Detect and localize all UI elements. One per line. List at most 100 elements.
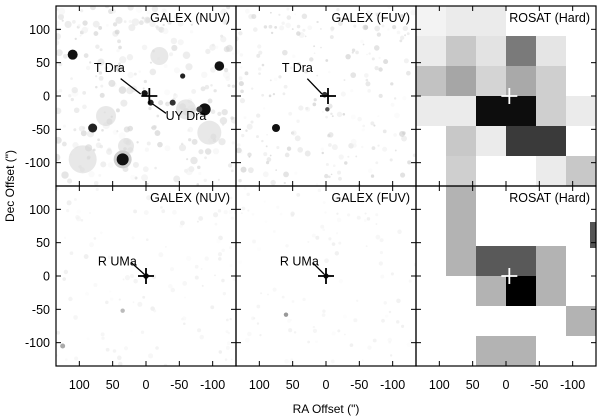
noise-speck — [387, 28, 390, 31]
noise-speck — [360, 199, 365, 204]
noise-speck — [126, 54, 134, 61]
noise-speck — [155, 26, 161, 31]
rosat-pixel — [566, 246, 596, 276]
noise-speck — [368, 52, 371, 55]
x-tick-label: 50 — [106, 378, 120, 392]
rosat-pixel — [566, 186, 596, 216]
noise-speck — [396, 298, 401, 304]
noise-speck — [177, 39, 184, 46]
noise-speck — [372, 338, 377, 343]
noise-speck — [93, 282, 98, 287]
noise-speck — [148, 106, 152, 111]
noise-speck — [250, 120, 254, 124]
noise-speck — [375, 213, 379, 217]
noise-speck — [335, 232, 339, 235]
noise-speck — [149, 20, 156, 28]
noise-speck — [63, 236, 67, 240]
source-blob — [141, 90, 148, 97]
noise-speck — [95, 75, 98, 78]
noise-speck — [80, 130, 87, 137]
noise-speck — [150, 306, 155, 311]
noise-speck — [361, 145, 364, 149]
noise-speck — [171, 44, 178, 51]
noise-speck — [118, 132, 126, 140]
noise-speck — [128, 24, 136, 32]
noise-speck — [56, 107, 62, 115]
noise-speck — [69, 251, 74, 256]
noise-speck — [364, 73, 369, 78]
target-label: T Dra — [94, 61, 125, 75]
noise-speck — [190, 23, 193, 26]
rosat-pixel — [476, 6, 506, 36]
noise-speck — [244, 8, 250, 14]
noise-speck — [260, 292, 263, 295]
noise-speck — [328, 175, 331, 179]
noise-speck — [200, 86, 206, 92]
rosat-pixel — [476, 306, 506, 336]
noise-speck — [238, 76, 243, 81]
noise-speck — [247, 209, 250, 212]
noise-speck — [97, 58, 105, 66]
noise-speck — [290, 358, 294, 361]
noise-speck — [291, 300, 295, 303]
noise-speck — [73, 198, 77, 201]
noise-speck — [371, 146, 376, 150]
noise-speck — [123, 126, 130, 133]
noise-speck — [283, 84, 288, 89]
noise-speck — [238, 31, 243, 36]
rosat-pixel — [416, 36, 446, 66]
rosat-pixel — [416, 186, 446, 216]
noise-speck — [115, 64, 124, 73]
noise-speck — [214, 222, 218, 226]
noise-speck — [342, 314, 348, 319]
noise-speck — [95, 85, 98, 89]
noise-speck — [324, 173, 329, 179]
noise-speck — [126, 86, 134, 95]
noise-speck — [379, 251, 384, 255]
noise-speck — [382, 129, 387, 134]
noise-speck — [396, 320, 400, 324]
noise-speck — [204, 84, 210, 90]
noise-speck — [291, 130, 297, 136]
rosat-pixel — [536, 156, 566, 186]
noise-speck — [222, 292, 227, 296]
diffuse-patch — [68, 145, 97, 174]
noise-speck — [393, 133, 397, 137]
noise-speck — [62, 277, 67, 281]
noise-speck — [367, 345, 372, 350]
noise-speck — [66, 200, 72, 206]
noise-speck — [230, 358, 233, 361]
noise-speck — [257, 44, 262, 49]
noise-speck — [287, 319, 291, 323]
noise-speck — [256, 135, 259, 139]
noise-speck — [86, 337, 90, 341]
noise-speck — [214, 274, 216, 277]
y-tick-label: -50 — [32, 123, 50, 137]
noise-speck — [265, 145, 268, 148]
rosat-pixel — [416, 306, 446, 336]
noise-speck — [118, 62, 121, 66]
noise-speck — [131, 236, 135, 240]
rosat-pixel — [476, 186, 506, 216]
noise-speck — [131, 18, 140, 26]
noise-speck — [100, 332, 105, 337]
noise-speck — [387, 337, 392, 343]
noise-speck — [247, 152, 252, 157]
noise-speck — [56, 136, 62, 144]
noise-speck — [362, 16, 366, 19]
noise-speck — [251, 316, 255, 321]
rosat-pixel — [506, 186, 536, 216]
noise-speck — [182, 281, 188, 286]
noise-speck — [130, 329, 133, 333]
noise-speck — [343, 333, 346, 336]
noise-speck — [315, 340, 318, 344]
noise-speck — [366, 53, 368, 56]
rosat-pixel — [566, 126, 596, 156]
noise-speck — [165, 101, 170, 107]
y-tick-label: 50 — [36, 56, 50, 70]
noise-speck — [238, 81, 244, 87]
x-tick-label: -100 — [200, 378, 225, 392]
noise-speck — [217, 252, 223, 257]
noise-speck — [225, 44, 233, 52]
noise-speck — [324, 211, 327, 214]
